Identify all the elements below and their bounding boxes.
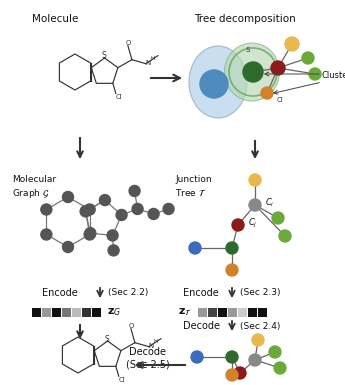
- Circle shape: [269, 346, 281, 358]
- Text: Encode: Encode: [183, 288, 219, 298]
- Circle shape: [285, 37, 299, 51]
- Text: $C_i$: $C_i$: [265, 197, 275, 209]
- Text: Molecular
Graph $\mathcal{G}$: Molecular Graph $\mathcal{G}$: [12, 175, 56, 200]
- Circle shape: [252, 334, 264, 346]
- Circle shape: [129, 186, 140, 196]
- Ellipse shape: [189, 46, 247, 118]
- Circle shape: [148, 208, 159, 219]
- Circle shape: [107, 230, 118, 241]
- Circle shape: [163, 203, 174, 214]
- Text: Junction
Tree $\mathcal{T}$: Junction Tree $\mathcal{T}$: [175, 175, 211, 198]
- Text: S: S: [101, 52, 106, 60]
- Circle shape: [85, 228, 96, 239]
- Circle shape: [41, 229, 52, 240]
- Circle shape: [80, 206, 91, 217]
- Circle shape: [226, 351, 238, 363]
- Circle shape: [84, 204, 95, 215]
- Text: (Sec 2.3): (Sec 2.3): [240, 288, 280, 298]
- Circle shape: [226, 369, 238, 381]
- Circle shape: [226, 242, 238, 254]
- Text: Molecule: Molecule: [32, 14, 78, 24]
- Bar: [228, 308, 237, 317]
- Bar: [82, 308, 91, 317]
- Text: $C_j$: $C_j$: [248, 216, 257, 229]
- Bar: [218, 308, 227, 317]
- Text: Cl: Cl: [277, 97, 283, 103]
- Text: H: H: [151, 56, 155, 61]
- Circle shape: [132, 203, 143, 214]
- Ellipse shape: [225, 43, 279, 101]
- Bar: [32, 308, 41, 317]
- Text: Encode: Encode: [42, 288, 78, 298]
- Text: (Sec 2.2): (Sec 2.2): [108, 288, 148, 298]
- Circle shape: [232, 219, 244, 231]
- Text: H: H: [154, 339, 158, 344]
- Text: Decode: Decode: [183, 321, 220, 331]
- Text: S: S: [104, 335, 109, 343]
- Circle shape: [272, 212, 284, 224]
- Circle shape: [302, 52, 314, 64]
- Bar: [72, 308, 81, 317]
- Circle shape: [234, 367, 246, 379]
- Bar: [208, 308, 217, 317]
- Text: $\mathbf{z}_{\mathcal{T}}$: $\mathbf{z}_{\mathcal{T}}$: [178, 306, 192, 318]
- Circle shape: [261, 87, 273, 99]
- Text: Clusters: Clusters: [322, 72, 345, 80]
- Bar: [62, 308, 71, 317]
- Bar: [238, 308, 247, 317]
- Text: Decode
(Sec 2.5): Decode (Sec 2.5): [126, 347, 170, 369]
- Circle shape: [191, 351, 203, 363]
- Text: Cl: Cl: [118, 377, 125, 383]
- Text: Tree decomposition: Tree decomposition: [194, 14, 296, 24]
- Circle shape: [99, 194, 110, 206]
- Bar: [52, 308, 61, 317]
- Circle shape: [249, 354, 261, 366]
- Text: O: O: [128, 323, 134, 329]
- Circle shape: [309, 68, 321, 80]
- Circle shape: [116, 209, 127, 221]
- Bar: [248, 308, 257, 317]
- Circle shape: [243, 62, 263, 82]
- Text: N: N: [145, 60, 150, 66]
- Circle shape: [62, 191, 73, 203]
- Circle shape: [226, 264, 238, 276]
- Bar: [92, 308, 101, 317]
- Text: Cl: Cl: [116, 94, 122, 100]
- Circle shape: [249, 174, 261, 186]
- Circle shape: [189, 242, 201, 254]
- Circle shape: [271, 61, 285, 75]
- Circle shape: [279, 230, 291, 242]
- Text: S: S: [246, 47, 250, 53]
- Text: (Sec 2.4): (Sec 2.4): [240, 321, 280, 330]
- Bar: [258, 308, 267, 317]
- Circle shape: [62, 241, 73, 253]
- Circle shape: [249, 199, 261, 211]
- Circle shape: [84, 229, 95, 240]
- Text: N: N: [148, 343, 154, 349]
- Circle shape: [41, 204, 52, 215]
- Circle shape: [108, 245, 119, 256]
- Circle shape: [200, 70, 228, 98]
- Circle shape: [274, 362, 286, 374]
- Text: O: O: [125, 40, 131, 46]
- Text: $\mathbf{z}_G$: $\mathbf{z}_G$: [107, 306, 121, 318]
- Bar: [42, 308, 51, 317]
- Bar: [198, 308, 207, 317]
